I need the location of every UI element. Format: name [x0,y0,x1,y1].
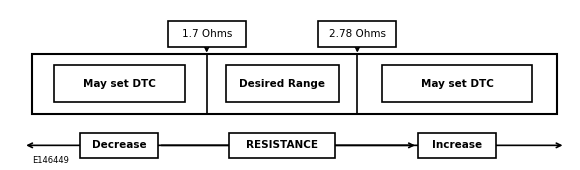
Text: May set DTC: May set DTC [83,79,156,89]
Text: 1.7 Ohms: 1.7 Ohms [182,29,232,39]
FancyBboxPatch shape [80,133,158,158]
Text: RESISTANCE: RESISTANCE [246,140,318,150]
Text: Increase: Increase [432,140,482,150]
Text: 2.78 Ohms: 2.78 Ohms [329,29,386,39]
FancyBboxPatch shape [418,133,496,158]
FancyBboxPatch shape [54,65,185,103]
FancyBboxPatch shape [32,54,557,114]
FancyBboxPatch shape [229,133,335,158]
FancyBboxPatch shape [226,65,339,103]
FancyBboxPatch shape [168,21,246,47]
FancyBboxPatch shape [382,65,532,103]
FancyBboxPatch shape [318,21,397,47]
Text: E146449: E146449 [32,156,69,165]
Text: May set DTC: May set DTC [420,79,494,89]
Text: Decrease: Decrease [92,140,147,150]
Text: Desired Range: Desired Range [239,79,325,89]
